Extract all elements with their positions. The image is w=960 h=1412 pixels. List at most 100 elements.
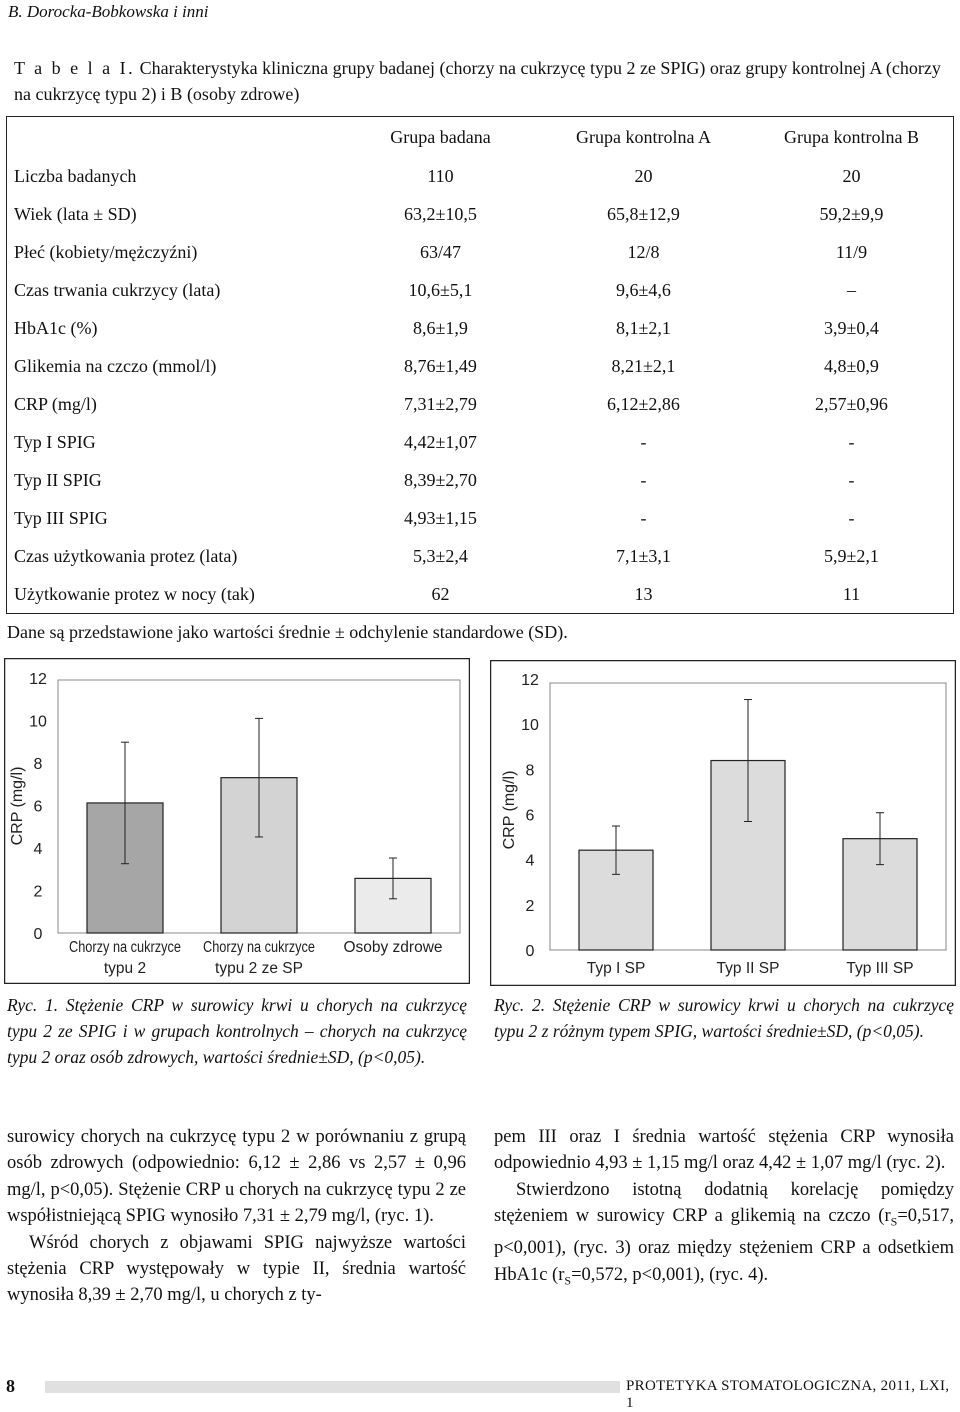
table-cell: 110 (427, 165, 454, 186)
right-paragraph-2-part-a: Stwierdzono istotną dodatnią korelację p… (494, 1179, 954, 1227)
y-tick-label: 12 (29, 671, 47, 688)
table-cell: 8,1±2,1 (616, 317, 671, 338)
row-label: Glikemia na czczo (mmol/l) (14, 355, 217, 376)
y-tick-label: 4 (34, 841, 43, 858)
table-cell: 3,9±0,4 (824, 317, 879, 338)
x-category-label: Osoby zdrowe (343, 939, 442, 956)
y-tick-label: 4 (526, 853, 535, 870)
y-axis-label: CRP (mg/l) (9, 767, 26, 846)
table-cell: 8,39±2,70 (404, 469, 477, 490)
y-tick-label: 0 (526, 943, 535, 960)
table-cell: 8,6±1,9 (413, 317, 468, 338)
table-cell: - (640, 469, 647, 490)
table-cell: 4,93±1,15 (404, 507, 477, 528)
y-tick-label: 12 (521, 672, 539, 689)
table-cell: 11/9 (835, 241, 868, 262)
table-row: Czas użytkowania protez (lata) 5,3±2,4 7,1… (7, 537, 954, 575)
table-cell: 9,6±4,6 (616, 279, 671, 300)
y-axis-label: CRP (mg/l) (501, 771, 518, 850)
table-cell: 5,3±2,4 (413, 545, 468, 566)
x-category-label: Typ I SP (587, 960, 646, 977)
table-note: Dane są przedstawione jako wartości śred… (7, 622, 568, 642)
table-cell: 5,9±2,1 (824, 545, 879, 566)
clinical-characteristics-table: Grupa badana Grupa kontrolna A Grupa kontr… (6, 116, 954, 614)
table-cell: - (848, 431, 855, 452)
figure-1-chart: 0 2 4 6 8 10 12 CRP (mg/l) Chorzy na cukrzyce typ… (3, 657, 471, 985)
table-cell: – (847, 279, 856, 300)
table-cell: 8,76±1,49 (404, 355, 477, 376)
row-label: Użytkowanie protez w nocy (tak) (14, 583, 255, 604)
table-cell: 4,42±1,07 (404, 431, 477, 452)
table-row: Typ I SPIG 4,42±1,07 - - (7, 423, 954, 461)
table-cell: 20 (842, 165, 861, 186)
figure-2-caption: Ryc. 2. Stężenie CRP w surowicy krwi u c… (494, 995, 954, 1041)
subscript-s: S (564, 1273, 572, 1288)
table-cell: 6,12±2,86 (607, 393, 680, 414)
row-label: Płeć (kobiety/mężczyźni) (14, 241, 198, 262)
y-tick-label: 2 (34, 884, 43, 901)
table-cell: - (640, 507, 647, 528)
page-number: 8 (6, 1376, 15, 1396)
table-cell: 63,2±10,5 (404, 203, 477, 224)
table-cell: 7,1±3,1 (616, 545, 671, 566)
table-row: Wiek (lata ± SD) 63,2±10,5 65,8±12,9 59,2±9… (7, 195, 954, 233)
row-label: CRP (mg/l) (14, 393, 97, 414)
table-cell: Grupa kontrolna B (784, 126, 919, 147)
left-paragraph-1: surowicy chorych na cukrzycę typu 2 w po… (7, 1127, 466, 1227)
table-cell: 59,2±9,9 (819, 203, 884, 224)
row-label: Typ III SPIG (14, 507, 108, 528)
table-cell: 20 (634, 165, 653, 186)
figure-1-caption: Ryc. 1. Stężenie CRP w surowicy krwi u c… (7, 995, 467, 1067)
table-header-row: Grupa badana Grupa kontrolna A Grupa kontr… (7, 117, 954, 158)
table-row: Typ III SPIG 4,93±1,15 - - (7, 499, 954, 537)
table-cell: 62 (431, 583, 450, 604)
table-cell: 11 (842, 583, 861, 604)
footer-rule (45, 1381, 620, 1393)
table-cell: Grupa kontrolna A (576, 126, 711, 147)
table-title: Charakterystyka kliniczna grupy badanej … (14, 58, 941, 104)
table-caption: T a b e l a I. Charakterystyka kliniczna… (14, 55, 946, 107)
right-column-text: pem III oraz I średnia wartość stężenia … (494, 1124, 954, 1294)
y-tick-label: 6 (34, 799, 43, 816)
table-row: CRP (mg/l) 7,31±2,79 6,12±2,86 2,57±0,96 (7, 385, 954, 423)
row-label: Wiek (lata ± SD) (14, 203, 137, 224)
figure-2-chart: 0 2 4 6 8 10 12 CRP (mg/l) Typ I SP Typ II SP Typ … (489, 659, 957, 987)
x-category-label: Typ III SP (846, 960, 913, 977)
row-label: HbA1c (%) (14, 317, 98, 338)
table-cell: 63/47 (419, 241, 461, 262)
table-cell: 2,57±0,96 (815, 393, 888, 414)
y-tick-label: 10 (29, 714, 47, 731)
y-tick-label: 0 (34, 926, 43, 943)
x-category-label: typu 2 (104, 960, 146, 977)
left-column-text: surowicy chorych na cukrzycę typu 2 w po… (7, 1124, 466, 1309)
y-tick-label: 8 (34, 756, 43, 773)
x-category-label: Typ II SP (717, 960, 780, 977)
right-paragraph-1: pem III oraz I średnia wartość stężenia … (494, 1127, 954, 1174)
right-paragraph-2-part-c: =0,572, p<0,001), (ryc. 4). (571, 1264, 769, 1285)
table-label: T a b e l a I. (14, 58, 136, 78)
table-row: Płeć (kobiety/mężczyźni) 63/47 12/8 11/9 (7, 233, 954, 271)
table-cell: 10,6±5,1 (408, 279, 473, 300)
y-tick-label: 10 (521, 717, 539, 734)
table-cell: 7,31±2,79 (404, 393, 477, 414)
y-tick-label: 8 (526, 762, 535, 779)
table-cell: - (848, 469, 855, 490)
figure-2-svg: 0 2 4 6 8 10 12 CRP (mg/l) Typ I SP Typ II SP Typ … (489, 659, 957, 987)
table-cell: - (848, 507, 855, 528)
table-row: Czas trwania cukrzycy (lata) 10,6±5,1 9,6±… (7, 271, 954, 309)
table-row: Typ II SPIG 8,39±2,70 - - (7, 461, 954, 499)
row-label: Czas użytkowania protez (lata) (14, 545, 238, 566)
x-category-label: Chorzy na cukrzyce (69, 939, 181, 956)
table-cell: 8,21±2,1 (611, 355, 676, 376)
table-cell: Grupa badana (390, 126, 491, 147)
table-cell: 4,8±0,9 (824, 355, 879, 376)
figure-1-svg: 0 2 4 6 8 10 12 CRP (mg/l) Chorzy na cukrzyce typ… (3, 657, 471, 985)
table-row: HbA1c (%) 8,6±1,9 8,1±2,1 3,9±0,4 (7, 309, 954, 347)
left-paragraph-2: Wśród chorych z objawami SPIG najwyższe … (7, 1232, 466, 1306)
journal-name: PROTETYKA STOMATOLOGICZNA, 2011, LXI, 1 (626, 1378, 950, 1411)
x-category-label: Chorzy na cukrzyce (203, 939, 315, 956)
table-row: Liczba badanych 110 20 20 (7, 157, 954, 195)
subscript-s: S (890, 1214, 898, 1229)
row-label: Typ II SPIG (14, 469, 102, 490)
table-cell: - (640, 431, 647, 452)
